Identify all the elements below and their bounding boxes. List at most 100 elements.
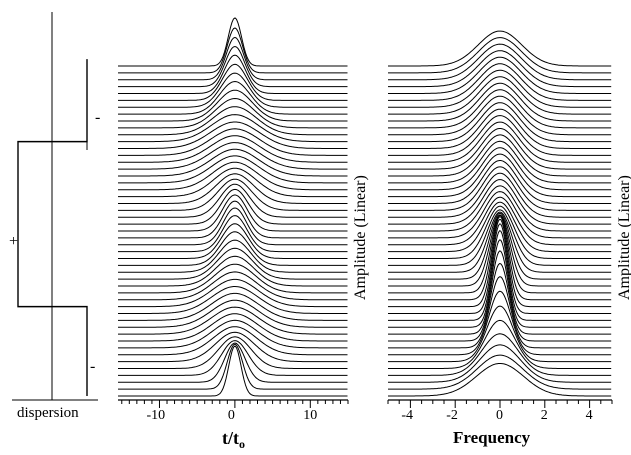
temporal-trace [118,27,348,74]
temporal-trace [118,178,348,211]
freq-tick-label: -4 [401,408,413,423]
dispersion-profile-line [17,59,88,396]
freq-tick-label: -2 [446,408,458,423]
spectral-trace [388,147,612,191]
spectral-trace [388,276,612,349]
spectral-trace [388,50,612,88]
spectral-trace [388,121,612,163]
time-tick-label: -10 [146,408,165,423]
spectral-trace [388,69,612,108]
spectral-trace [388,212,612,280]
spectral-trace [388,305,612,363]
temporal-trace [118,336,348,369]
temporal-trace [118,148,348,177]
temporal-evolution-panel: -10 0 10 t/to Amplitude (Linear) [117,17,369,451]
temporal-trace [118,286,348,314]
temporal-trace [118,207,348,246]
dispersion-map-panel: - + - dispersion [9,12,100,421]
temporal-trace [118,306,348,335]
temporal-trace [118,292,348,321]
spectral-trace [388,209,612,266]
spectral-trace [388,211,612,273]
temporal-trace [118,155,348,184]
temporal-trace [118,54,348,94]
spectral-trace [388,196,612,246]
spectral-trace [388,76,612,115]
temporal-trace [118,45,348,88]
spectral-trace [388,333,612,376]
temporal-trace [118,342,348,383]
temporal-trace [118,255,348,287]
spectral-trace [388,30,612,67]
temporal-trace [118,80,348,115]
temporal-trace [118,340,348,376]
temporal-trace [118,271,348,301]
temporal-trace [118,114,348,143]
temporal-trace [118,313,348,342]
spectral-trace [388,205,612,259]
spectral-trace [388,160,612,204]
temporal-trace [118,106,348,136]
spectral-trace [388,128,612,170]
time-axis-ticks: -10 0 10 [121,400,349,423]
temporal-trace [118,17,348,67]
freq-tick-label: 2 [541,408,548,423]
temporal-trace [118,231,348,266]
temporal-trace [118,128,348,156]
spectral-trace [388,262,612,342]
spectral-trace [388,363,612,397]
temporal-trace [118,319,348,349]
spectral-trace [388,344,612,383]
temporal-trace [118,331,348,363]
spectral-trace [388,191,612,239]
time-tick-label: 10 [303,408,317,423]
spectral-trace [388,63,612,101]
spectral-trace [388,82,612,122]
spectral-trace [388,37,612,74]
temporal-trace [118,299,348,328]
spectral-trace [388,140,612,184]
spectral-trace [388,43,612,81]
temporal-trace [118,183,348,218]
temporal-trace [118,278,348,308]
spectral-trace [388,172,612,218]
temporal-trace [118,63,348,101]
freq-x-label: Frequency [453,428,531,447]
spectral-trace [388,185,612,232]
temporal-trace [118,142,348,170]
temporal-trace [118,89,348,122]
spectral-trace [388,166,612,211]
temporal-trace [118,345,348,397]
spectral-trace [388,216,612,301]
dispersion-sign-bottom: - [90,358,95,375]
freq-y-label: Amplitude (Linear) [616,175,631,300]
spectral-trace [388,218,612,308]
spectral-trace [388,108,612,149]
spectral-trace [388,319,612,369]
temporal-trace [118,263,348,294]
dispersion-sign-middle: + [9,233,18,250]
temporal-trace [118,167,348,198]
spectral-trace [388,115,612,156]
spectral-trace [388,354,612,390]
spectral-trace [388,230,612,321]
spectral-trace [388,201,612,253]
spectral-trace [388,290,612,356]
spectral-trace [388,102,612,143]
spectral-trace [388,89,612,129]
freq-tick-label: 4 [586,408,593,423]
spectral-trace [388,95,612,136]
temporal-trace [118,97,348,129]
spectral-trace-group [388,30,612,397]
temporal-trace [118,173,348,204]
temporal-trace [118,215,348,253]
dispersion-sign-top: - [95,109,100,126]
temporal-trace [118,161,348,191]
spectral-trace [388,250,612,335]
spectral-trace [388,153,612,198]
time-y-label: Amplitude (Linear) [352,175,369,300]
spectral-trace [388,223,612,314]
freq-tick-label: 0 [496,408,503,423]
temporal-trace [117,72,348,108]
